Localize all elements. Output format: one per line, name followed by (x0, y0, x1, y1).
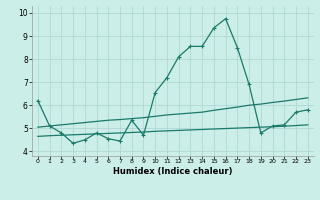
X-axis label: Humidex (Indice chaleur): Humidex (Indice chaleur) (113, 167, 233, 176)
